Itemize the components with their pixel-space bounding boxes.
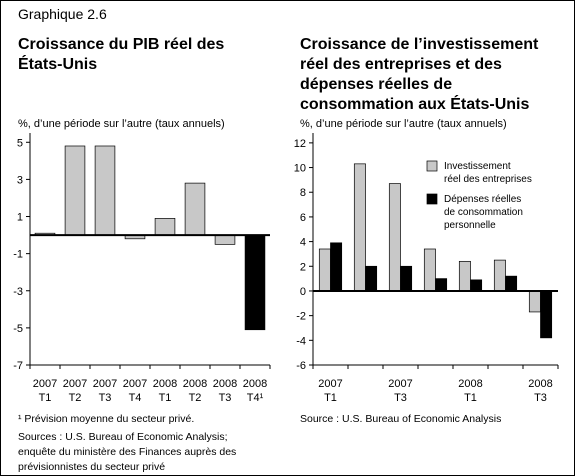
y-tick-label: -1: [13, 249, 23, 261]
chart-title: consommation aux États-Unis: [300, 94, 529, 113]
bar: [493, 259, 506, 292]
x-tick-label: 2008: [243, 378, 267, 390]
bar: [94, 145, 116, 236]
chart-title: dépenses réelles de: [300, 76, 452, 93]
x-tick-label: T3: [394, 392, 407, 404]
x-tick-label: 2007: [93, 378, 117, 390]
bar: [184, 182, 206, 236]
bar: [353, 163, 366, 292]
y-tick-label: 2: [300, 261, 306, 273]
y-tick-label: 6: [300, 212, 306, 224]
bar: [540, 290, 553, 339]
bar: [458, 260, 471, 292]
bar: [388, 183, 401, 292]
chart-title: Croissance du PIB réel des: [18, 36, 224, 53]
x-tick-label: 2007: [33, 378, 57, 390]
x-tick-label: 2008: [528, 378, 552, 390]
x-tick-label: T1: [39, 392, 52, 404]
chart-title: États-Unis: [18, 54, 97, 73]
bar: [423, 248, 436, 292]
x-tick-label: 2007: [388, 378, 412, 390]
bar: [528, 290, 541, 313]
x-tick-label: T2: [69, 392, 82, 404]
note: enquête du ministère des Finances auprès…: [18, 446, 236, 458]
legend-swatch: [426, 193, 438, 205]
legend-label: réel des entreprises: [444, 174, 532, 185]
x-tick-label: 2008: [213, 378, 237, 390]
bar: [330, 242, 343, 292]
x-tick-label: T4: [129, 392, 142, 404]
bar: [154, 218, 176, 236]
bar: [470, 279, 483, 292]
chart-title: Croissance de l’investissement: [300, 36, 539, 53]
y-axis-label: %, d’une période sur l’autre (taux annue…: [18, 118, 225, 130]
y-tick-label: 8: [300, 187, 306, 199]
note: Sources : U.S. Bureau of Economic Analys…: [18, 431, 228, 443]
y-tick-label: 4: [300, 237, 306, 249]
x-tick-label: T1: [159, 392, 172, 404]
y-tick-label: -2: [296, 311, 306, 323]
bar: [214, 234, 236, 245]
bar: [365, 265, 378, 292]
y-tick-label: -5: [13, 323, 23, 335]
header: Graphique 2.6: [18, 6, 107, 22]
x-tick-label: T2: [189, 392, 202, 404]
legend-label: Dépenses réelles: [444, 194, 521, 205]
y-tick-label: -7: [13, 360, 23, 372]
y-tick-label: 0: [300, 286, 306, 298]
note: prévisionnistes du secteur privé: [18, 461, 165, 473]
legend-swatch: [426, 160, 438, 172]
x-tick-label: 2007: [318, 378, 342, 390]
x-tick-label: T1: [464, 392, 477, 404]
x-tick-label: 2008: [153, 378, 177, 390]
y-tick-label: -4: [296, 335, 306, 347]
bar: [64, 145, 86, 236]
note: Source : U.S. Bureau of Economic Analysi…: [300, 413, 501, 425]
x-tick-label: 2007: [63, 378, 87, 390]
bar: [400, 265, 413, 292]
x-tick-label: T3: [99, 392, 112, 404]
y-tick-label: 3: [17, 174, 23, 186]
bar: [435, 278, 448, 292]
bar: [318, 248, 331, 292]
x-tick-label: 2007: [123, 378, 147, 390]
chart-title: réel des entreprises et des: [300, 56, 502, 73]
x-tick-label: T4¹: [247, 392, 264, 404]
legend-label: Investissement: [444, 161, 511, 172]
y-axis-label: %, d’une période sur l’autre (taux annue…: [300, 118, 507, 130]
y-tick-label: -3: [13, 286, 23, 298]
y-tick-label: -6: [296, 360, 306, 372]
y-tick-label: 10: [294, 163, 306, 175]
x-tick-label: 2008: [183, 378, 207, 390]
y-tick-label: 5: [17, 137, 23, 149]
bar: [505, 275, 518, 292]
x-tick-label: T3: [219, 392, 232, 404]
legend-label: de consommation: [444, 207, 523, 218]
x-tick-label: 2008: [458, 378, 482, 390]
y-tick-label: 1: [17, 212, 23, 224]
note: ¹ Prévision moyenne du secteur privé.: [18, 413, 194, 425]
x-tick-label: T1: [324, 392, 337, 404]
x-tick-label: T3: [534, 392, 547, 404]
legend-label: personnelle: [444, 220, 496, 231]
bar: [244, 234, 266, 331]
y-tick-label: 12: [294, 138, 306, 150]
